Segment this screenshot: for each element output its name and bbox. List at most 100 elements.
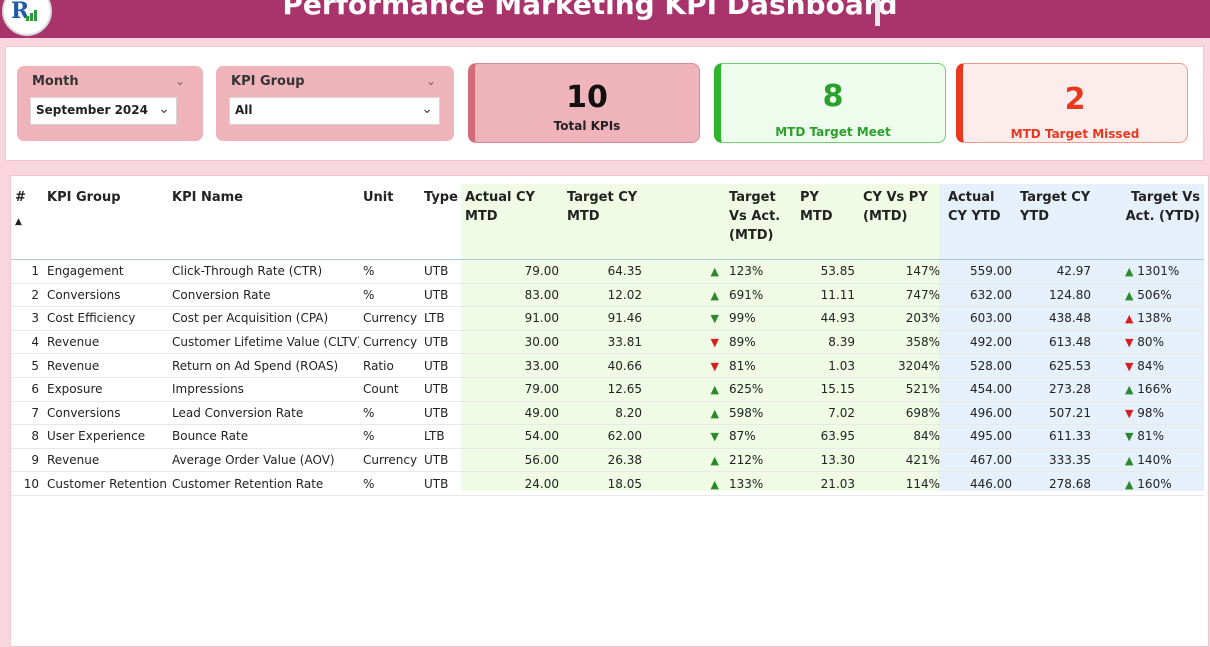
mtd-target-meet-value: 8 <box>822 79 844 114</box>
target-vs-act-ytd-cell: ▼ 80% <box>1095 330 1204 355</box>
kpi-group-cell: Revenue <box>43 353 168 378</box>
header-mtd-indicator <box>646 184 725 260</box>
actual-cy-mtd-cell: 24.00 <box>461 471 563 496</box>
header-number[interactable]: # ▲ <box>11 184 43 260</box>
table-row[interactable]: 8 User Experience Bounce Rate% LTB 54.00 62.0… <box>11 424 1204 449</box>
unit-cell: Count <box>359 377 420 402</box>
kpi-table: # ▲ KPI Group KPI Name Unit Type Actual … <box>11 184 1204 496</box>
kpi-name-cell: Cost per Acquisition (CPA) <box>168 306 359 331</box>
down-arrow-icon: ▼ <box>710 430 719 444</box>
table-row[interactable]: 5 Revenue Return on Ad Spend (ROAS) Ratio UT… <box>11 353 1204 378</box>
text-cursor <box>875 0 880 26</box>
up-arrow-icon: ▲ <box>710 265 719 279</box>
row-number: 7 <box>11 401 43 426</box>
header-py-mtd[interactable]: PY MTD <box>796 184 859 260</box>
chevron-down-icon[interactable]: ⌄ <box>158 101 170 117</box>
kpi-group-dropdown[interactable]: All ⌄ <box>229 97 440 125</box>
table-row[interactable]: 7 Conversions Lead Conversion Rate% UTB 49.0… <box>11 401 1204 426</box>
actual-cy-mtd-cell: 30.00 <box>461 330 563 355</box>
header-actual-cy-mtd[interactable]: Actual CY MTD <box>461 184 563 260</box>
table-row[interactable]: 2 Conversions Conversion Rate% UTB 83.00 12.0… <box>11 283 1204 308</box>
header-kpi-group[interactable]: KPI Group <box>43 184 168 260</box>
month-slicer[interactable]: Month ⌄ September 2024 ⌄ <box>17 66 203 141</box>
header-target-vs-act-mtd[interactable]: Target Vs Act. (MTD) <box>725 184 796 260</box>
kpi-group-slicer[interactable]: KPI Group ⌄ All ⌄ <box>216 66 454 141</box>
mtd-target-missed-card: 2 MTD Target Missed <box>956 63 1188 143</box>
target-cy-ytd-cell: 625.53 <box>1016 353 1095 378</box>
table-row[interactable]: 9 Revenue Average Order Value (AOV) Currenc… <box>11 448 1204 473</box>
target-vs-act-ytd-cell: ▲ 160% <box>1095 471 1204 496</box>
header-unit[interactable]: Unit <box>359 184 420 260</box>
table-row[interactable]: 10 Customer Retention Customer Retention R… <box>11 471 1204 496</box>
unit-cell: % <box>359 283 420 308</box>
kpi-group-cell: Revenue <box>43 330 168 355</box>
kpi-group-cell: User Experience <box>43 424 168 449</box>
header-kpi-name[interactable]: KPI Name <box>168 184 359 260</box>
target-vs-act-ytd-cell: ▲ 138% <box>1095 306 1204 331</box>
actual-cy-ytd-cell: 446.00 <box>944 471 1016 496</box>
header-target-cy-ytd[interactable]: Target CY YTD <box>1016 184 1095 260</box>
target-cy-mtd-cell: 12.65 <box>563 377 646 402</box>
month-dropdown[interactable]: September 2024 ⌄ <box>30 97 177 125</box>
down-arrow-icon: ▼ <box>710 336 719 350</box>
kpi-name-cell: Average Order Value (AOV) <box>168 448 359 473</box>
header-actual-cy-ytd[interactable]: Actual CY YTD <box>944 184 1016 260</box>
unit-cell: % <box>359 424 420 449</box>
table-row[interactable]: 6 Exposure Impressions Count UTB 79.00 12.65 ▲ 6… <box>11 377 1204 402</box>
actual-cy-mtd-cell: 33.00 <box>461 353 563 378</box>
down-arrow-icon: ▼ <box>1125 430 1134 444</box>
target-cy-mtd-cell: 62.00 <box>563 424 646 449</box>
table-row[interactable]: 1 Engagement Click-Through Rate (CTR)% UTB 7… <box>11 259 1204 284</box>
cy-vs-py-mtd-cell: 147% <box>859 259 944 284</box>
target-vs-act-mtd-cell: 81% <box>725 353 796 378</box>
logo: R <box>2 0 52 36</box>
sort-ascending-icon[interactable]: ▲ <box>15 217 22 227</box>
target-cy-ytd-cell: 438.48 <box>1016 306 1095 331</box>
target-cy-ytd-cell: 507.21 <box>1016 401 1095 426</box>
total-kpis-card: 10 Total KPIs <box>468 63 700 143</box>
actual-cy-ytd-cell: 528.00 <box>944 353 1016 378</box>
row-number: 10 <box>11 471 43 496</box>
total-kpis-value: 10 <box>566 80 608 115</box>
actual-cy-mtd-cell: 56.00 <box>461 448 563 473</box>
py-mtd-cell: 44.93 <box>796 306 859 331</box>
unit-cell: % <box>359 471 420 496</box>
kpi-name-cell: Impressions <box>168 377 359 402</box>
up-arrow-icon: ▲ <box>710 477 719 491</box>
total-kpis-caption: Total KPIs <box>553 119 621 133</box>
header-type[interactable]: Type <box>420 184 461 260</box>
mtd-target-missed-caption: MTD Target Missed <box>1010 127 1140 141</box>
down-arrow-icon: ▼ <box>710 359 719 373</box>
actual-cy-mtd-cell: 79.00 <box>461 377 563 402</box>
target-cy-mtd-cell: 64.35 <box>563 259 646 284</box>
down-arrow-icon: ▼ <box>710 312 719 326</box>
unit-cell: % <box>359 401 420 426</box>
kpi-name-cell: Return on Ad Spend (ROAS) <box>168 353 359 378</box>
row-number: 4 <box>11 330 43 355</box>
py-mtd-cell: 11.11 <box>796 283 859 308</box>
cy-vs-py-mtd-cell: 421% <box>859 448 944 473</box>
target-vs-act-mtd-cell: 212% <box>725 448 796 473</box>
kpi-table-body: 1 Engagement Click-Through Rate (CTR)% UTB 7… <box>11 259 1204 496</box>
unit-cell: Ratio <box>359 353 420 378</box>
actual-cy-ytd-cell: 603.00 <box>944 306 1016 331</box>
row-number: 6 <box>11 377 43 402</box>
up-arrow-icon: ▲ <box>1125 312 1134 326</box>
row-number: 2 <box>11 283 43 308</box>
target-cy-ytd-cell: 273.28 <box>1016 377 1095 402</box>
target-vs-act-mtd-cell: 598% <box>725 401 796 426</box>
header-cy-vs-py-mtd[interactable]: CY Vs PY (MTD) <box>859 184 944 260</box>
chevron-down-icon[interactable]: ⌄ <box>175 74 186 88</box>
header-target-vs-act-ytd[interactable]: Target Vs Act. (YTD) <box>1095 184 1204 260</box>
py-mtd-cell: 63.95 <box>796 424 859 449</box>
header-target-cy-mtd[interactable]: Target CY MTD <box>563 184 646 260</box>
actual-cy-mtd-cell: 49.00 <box>461 401 563 426</box>
mtd-target-missed-value: 2 <box>1064 82 1086 117</box>
row-number: 5 <box>11 353 43 378</box>
table-row[interactable]: 3 Cost Efficiency Cost per Acquisition (CP… <box>11 306 1204 331</box>
target-cy-ytd-cell: 333.35 <box>1016 448 1095 473</box>
chevron-down-icon[interactable]: ⌄ <box>426 74 437 88</box>
py-mtd-cell: 8.39 <box>796 330 859 355</box>
table-row[interactable]: 4 Revenue Customer Lifetime Value (CLTV) Cu… <box>11 330 1204 355</box>
chevron-down-icon[interactable]: ⌄ <box>421 101 433 117</box>
